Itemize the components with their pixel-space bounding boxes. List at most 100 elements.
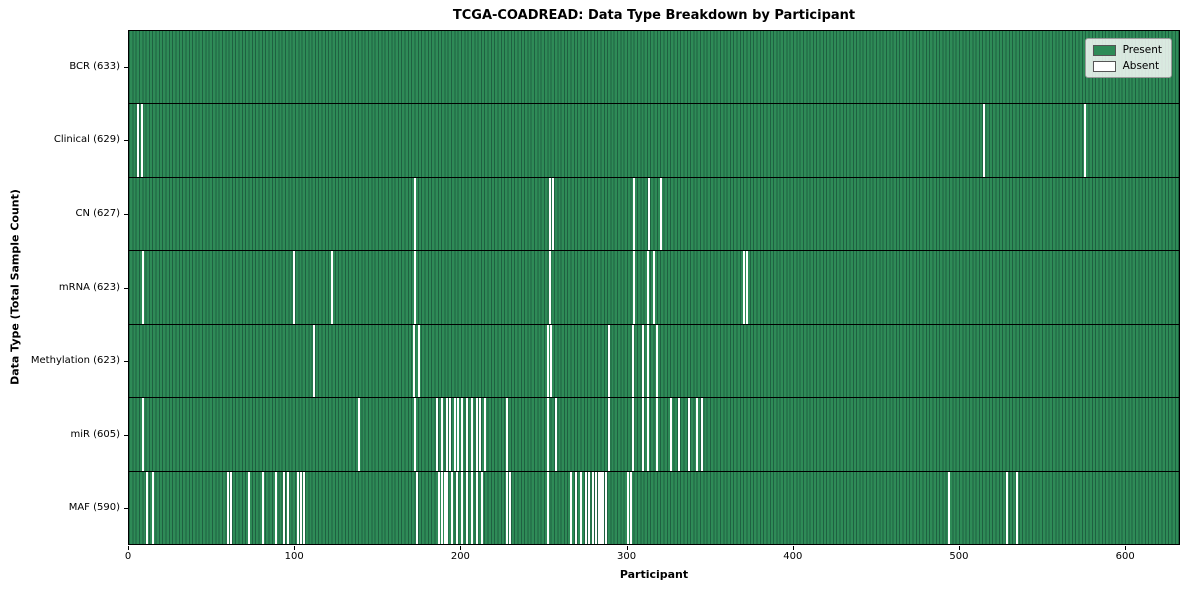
absent-stripe [631, 324, 634, 398]
x-tick-mark [1125, 546, 1126, 550]
absent-stripe [479, 398, 481, 471]
x-tick-mark [627, 546, 628, 550]
absent-stripe [646, 398, 649, 471]
absent-stripe [415, 471, 418, 544]
absent-stripe [435, 398, 438, 471]
absent-stripe [646, 324, 649, 398]
heatmap-row-BCR [129, 31, 1179, 105]
y-tick-mark [124, 67, 128, 68]
absent-stripe [299, 471, 302, 544]
absent-stripe [550, 324, 553, 398]
absent-stripe [357, 398, 360, 471]
absent-stripe [283, 471, 286, 544]
absent-stripe [547, 324, 549, 398]
absent-stripe [570, 471, 573, 544]
absent-stripe [1084, 104, 1087, 177]
y-tick-label-miR: miR (605) [70, 428, 120, 440]
x-tick-label-600: 600 [1115, 551, 1135, 562]
x-axis-label: Participant [619, 568, 689, 581]
chart-title: TCGA-COADREAD: Data Type Breakdown by Pa… [452, 8, 856, 23]
absent-stripe [608, 398, 611, 471]
present-swatch-icon [1092, 44, 1116, 56]
absent-stripe [449, 398, 452, 471]
absent-stripe [293, 251, 296, 324]
absent-stripe [142, 251, 145, 324]
absent-stripe [475, 471, 478, 544]
x-tick-mark [294, 546, 295, 550]
legend-label-absent: Absent [1122, 60, 1160, 72]
legend-entry-absent: Absent [1092, 60, 1162, 72]
absent-stripe [605, 471, 608, 544]
y-tick-mark [124, 288, 128, 289]
absent-stripe [742, 251, 745, 324]
x-tick-label-100: 100 [284, 551, 304, 562]
y-tick-mark [124, 508, 128, 509]
absent-stripe [296, 471, 299, 544]
x-tick-label-0: 0 [124, 551, 132, 562]
absent-stripe [580, 471, 583, 544]
absent-stripe [440, 471, 443, 544]
absent-stripe [1006, 471, 1009, 544]
absent-stripe [248, 471, 251, 544]
absent-stripe [659, 177, 662, 251]
absent-swatch-icon [1092, 60, 1116, 72]
absent-stripe [646, 251, 649, 324]
x-tick-mark [793, 546, 794, 550]
absent-stripe [303, 471, 306, 544]
absent-stripe [588, 471, 591, 544]
heatmap-row-Clinical [129, 104, 1179, 178]
y-tick-mark [124, 214, 128, 215]
absent-stripe [648, 177, 651, 251]
legend: Present Absent [1084, 38, 1172, 78]
absent-stripe [137, 104, 140, 177]
absent-stripe [598, 471, 601, 544]
absent-stripe [653, 251, 656, 324]
absent-stripe [591, 471, 594, 544]
absent-stripe [444, 471, 447, 544]
absent-stripe [470, 398, 473, 471]
absent-stripe [470, 471, 473, 544]
absent-stripe [548, 177, 551, 251]
absent-stripe [460, 398, 463, 471]
absent-stripe [480, 471, 483, 544]
y-tick-mark [124, 435, 128, 436]
y-tick-label-mRNA: mRNA (623) [58, 281, 120, 293]
absent-stripe [505, 471, 508, 544]
absent-stripe [450, 471, 453, 544]
absent-stripe [331, 251, 334, 324]
absent-stripe [688, 398, 690, 471]
absent-stripe [629, 471, 632, 544]
absent-stripe [286, 471, 289, 544]
absent-stripe [261, 471, 264, 544]
absent-stripe [145, 471, 148, 544]
absent-stripe [696, 398, 699, 471]
absent-stripe [669, 398, 672, 471]
absent-stripe [626, 471, 629, 544]
absent-stripe [551, 177, 554, 251]
x-tick-mark [128, 546, 129, 550]
heatmap-row-miR [129, 398, 1179, 472]
absent-stripe [983, 104, 986, 177]
absent-stripe [465, 471, 468, 544]
absent-stripe [547, 471, 549, 544]
absent-stripe [701, 398, 704, 471]
absent-stripe [600, 471, 603, 544]
absent-stripe [505, 398, 508, 471]
absent-stripe [152, 471, 155, 544]
legend-entry-present: Present [1092, 44, 1162, 56]
absent-stripe [601, 471, 604, 544]
absent-stripe [445, 398, 448, 471]
absent-stripe [226, 471, 229, 544]
y-tick-label-MAF: MAF (590) [68, 502, 120, 514]
absent-stripe [575, 471, 578, 544]
y-tick-label-Methylation: Methylation (623) [30, 355, 120, 367]
absent-stripe [656, 398, 659, 471]
absent-stripe [746, 251, 749, 324]
absent-stripe [457, 398, 460, 471]
absent-stripe [417, 324, 420, 398]
absent-stripe [555, 398, 558, 471]
absent-stripe [1016, 471, 1019, 544]
x-tick-label-500: 500 [949, 551, 969, 562]
absent-stripe [585, 471, 588, 544]
absent-stripe [412, 324, 415, 398]
